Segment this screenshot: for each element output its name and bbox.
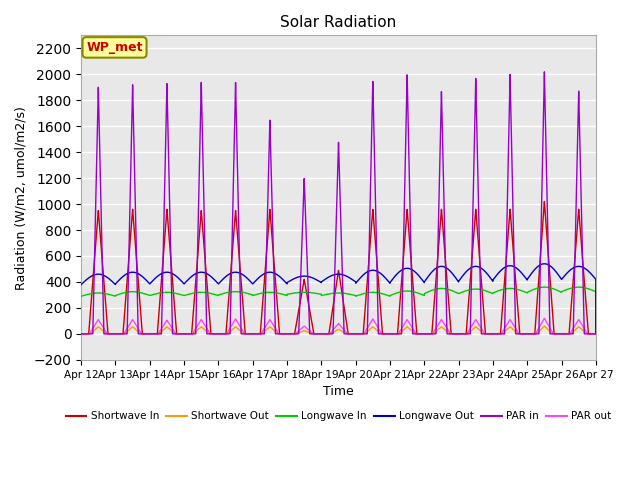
Legend: Shortwave In, Shortwave Out, Longwave In, Longwave Out, PAR in, PAR out: Shortwave In, Shortwave Out, Longwave In…: [61, 407, 616, 426]
X-axis label: Time: Time: [323, 385, 354, 398]
Title: Solar Radiation: Solar Radiation: [280, 15, 397, 30]
Y-axis label: Radiation (W/m2, umol/m2/s): Radiation (W/m2, umol/m2/s): [15, 106, 28, 289]
Text: WP_met: WP_met: [86, 41, 143, 54]
